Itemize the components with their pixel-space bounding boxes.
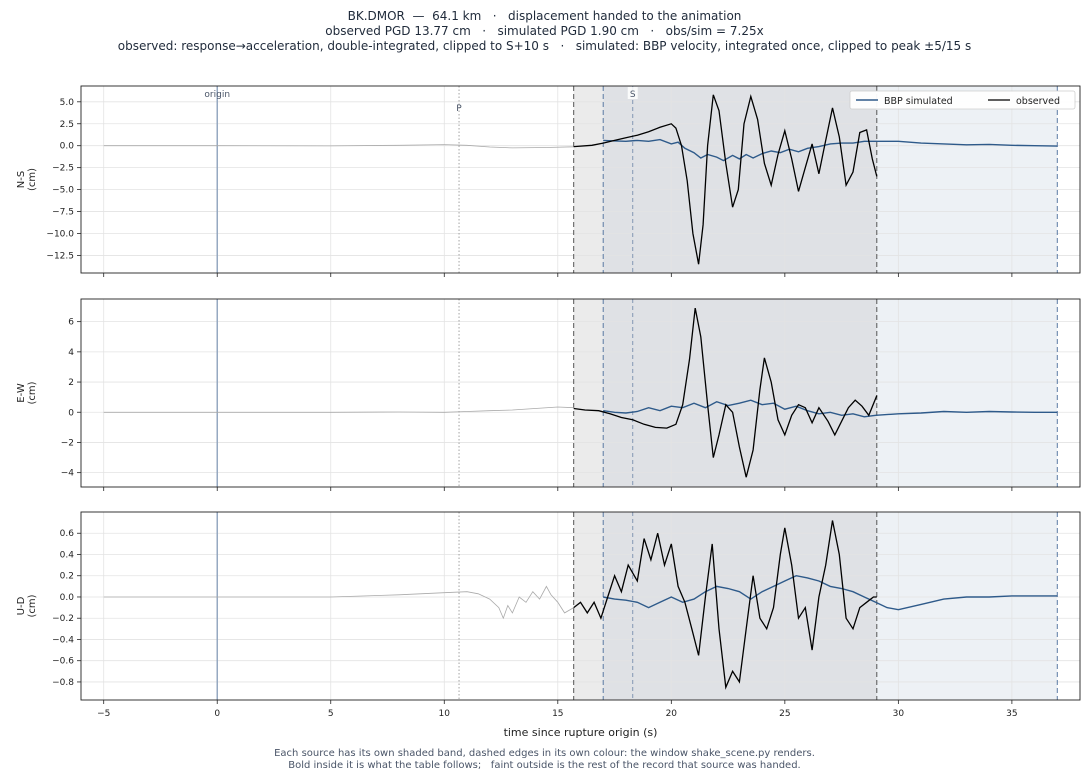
panel-3: −0.8 −0.6 −0.4 −0.2 0.0 0.2 0.4 0.6 U-D(cm) −5 0 5 1… [16,511,1081,739]
p-arrival-label: P [456,104,462,114]
y-tick-label: 0 [68,408,74,418]
y-tick-label: 0.2 [60,572,74,582]
x-tick-label: 15 [552,709,563,719]
observed-window-band [573,86,604,273]
y-axis-label: U-D(cm) [16,594,38,617]
footer-note-line-1: Each source has its own shaded band, das… [274,748,815,759]
observed-faint-trace [103,585,574,620]
simulated-window-band [876,299,1058,487]
y-tick-label: 0.6 [60,529,75,539]
simulated-trace [603,574,1058,611]
y-tick-label: −7.5 [52,208,74,218]
y-tick-label: 0.0 [60,142,75,152]
x-tick-label: 10 [439,709,451,719]
x-tick-label: 0 [214,709,220,719]
simulated-trace [603,399,1058,418]
y-tick-label: −0.4 [52,635,74,645]
y-tick-label: 6 [68,318,74,328]
s-arrival-label: S [630,90,636,100]
panel-frame [80,511,1081,701]
x-axis-label: time since rupture origin (s) [504,726,658,739]
panel-frame [80,85,1081,274]
x-tick-label: 5 [328,709,334,719]
legend-box [849,90,1076,110]
y-tick-label: 4 [68,348,74,358]
simulated-window-band [876,512,1058,700]
overlap-window-band [603,512,877,700]
legend-simulated-label: BBP simulated [884,96,953,107]
s-label-bg [627,87,638,99]
legend-observed-label: observed [1016,96,1060,107]
simulated-trace [603,138,1058,162]
y-tick-label: −2.5 [52,164,74,174]
simulated-window-band [876,86,1058,273]
panel-2: −4 −2 0 2 4 6 E-W(cm) [16,298,1081,491]
observed-window-band [573,512,604,700]
y-tick-label: 2.5 [60,120,74,130]
x-tick-label: 20 [666,709,678,719]
panel-frame [80,298,1081,488]
y-axis-label: E-W(cm) [16,381,38,404]
x-tick-label: −5 [97,709,110,719]
y-axis-label: N-S(cm) [16,168,38,191]
y-tick-label: 0.4 [60,550,75,560]
chart-title-line-2: observed PGD 13.77 cm · simulated PGD 1.… [325,24,764,38]
y-tick-label: −0.2 [52,614,74,624]
observed-faint-trace [103,144,574,149]
y-tick-label: −10.0 [46,229,74,239]
y-tick-label: 2 [68,378,74,388]
x-tick-label: 35 [1006,709,1017,719]
observed-trace [573,520,877,690]
panel-1: −12.5 −10.0 −7.5 −5.0 −2.5 0.0 2.5 5.0 N-S(cm) or… [16,85,1081,277]
y-tick-label: 0.0 [60,593,75,603]
overlap-window-band [603,86,877,273]
y-tick-label: 5.0 [60,98,75,108]
y-tick-label: −2 [61,438,74,448]
x-tick-label: 25 [779,709,790,719]
origin-label: origin [204,90,230,100]
y-tick-label: −12.5 [46,251,74,261]
y-tick-label: −0.8 [52,678,74,688]
observed-faint-trace [103,406,574,413]
chart-title-line-1: BK.DMOR — 64.1 km · displacement handed … [347,9,742,23]
observed-trace [573,94,878,265]
x-tick-label: 30 [893,709,905,719]
y-tick-label: −0.6 [52,657,74,667]
overlap-window-band [603,299,877,487]
chart-title-line-3: observed: response→acceleration, double-… [117,39,972,53]
observed-window-band [573,299,604,487]
y-tick-label: −5.0 [52,186,74,196]
y-tick-label: −4 [61,469,75,479]
footer-note-line-2: Bold inside it is what the table follows… [288,760,801,771]
observed-trace [573,307,878,478]
